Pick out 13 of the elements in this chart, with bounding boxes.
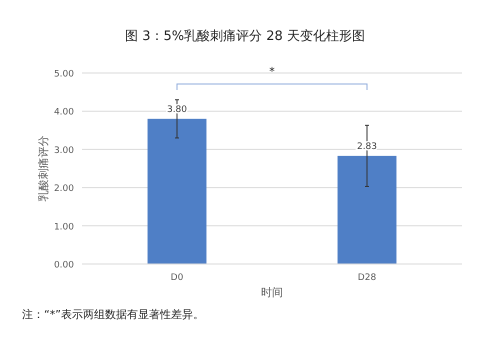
text: 注：“*”表示两组数据有显著性差异。 <box>22 308 204 321</box>
x-tick-label: D0 <box>170 273 184 283</box>
y-tick-label: 3.00 <box>54 146 74 156</box>
x-tick-label: D28 <box>358 273 376 283</box>
x-axis-title: 时间 <box>261 286 283 299</box>
y-tick-label: 4.00 <box>54 108 74 118</box>
annotation: * <box>269 65 276 78</box>
y-tick-label: 0.00 <box>54 260 74 270</box>
y-axis-title: 乳酸刺痛评分 <box>37 136 50 202</box>
y-tick-label: 5.00 <box>54 70 74 80</box>
y-tick-label: 2.00 <box>54 184 74 194</box>
chart-title: 图 3：5%乳酸刺痛评分 28 天变化柱形图 <box>125 29 365 44</box>
y-tick-label: 1.00 <box>54 222 74 232</box>
